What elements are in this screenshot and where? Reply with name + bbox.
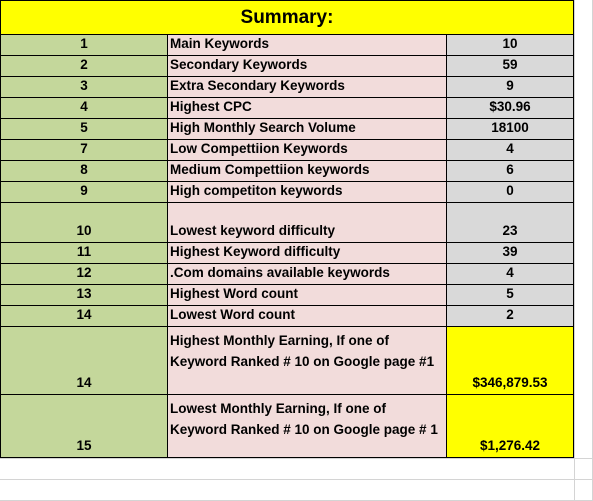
row-number-cell[interactable]: 10 <box>0 203 168 243</box>
value-cell-highlighted[interactable]: $346,879.53 <box>447 327 574 395</box>
table-row: 7 Low Compettiion Keywords 4 <box>0 140 574 161</box>
label-cell[interactable]: Secondary Keywords <box>168 56 447 77</box>
label-cell[interactable]: .Com domains available keywords <box>168 264 447 285</box>
row-number-cell[interactable]: 9 <box>0 182 168 203</box>
row-number-cell[interactable]: 12 <box>0 264 168 285</box>
row-number-cell[interactable]: 5 <box>0 119 168 140</box>
row-number-cell[interactable]: 14 <box>0 306 168 327</box>
row-number-cell[interactable]: 8 <box>0 161 168 182</box>
value-cell[interactable]: 5 <box>447 285 574 306</box>
gridline <box>574 0 575 501</box>
row-number-cell[interactable]: 15 <box>0 395 168 458</box>
summary-title[interactable]: Summary: <box>0 0 574 35</box>
value-cell[interactable]: 39 <box>447 243 574 264</box>
label-cell[interactable]: Lowest Monthly Earning, If one of Keywor… <box>168 395 447 458</box>
label-cell[interactable]: Low Compettiion Keywords <box>168 140 447 161</box>
table-row: 4 Highest CPC $30.96 <box>0 98 574 119</box>
table-row: 10 Lowest keyword difficulty 23 <box>0 203 574 243</box>
label-cell[interactable]: Highest CPC <box>168 98 447 119</box>
value-cell[interactable]: 2 <box>447 306 574 327</box>
value-cell[interactable]: 6 <box>447 161 574 182</box>
value-cell[interactable]: 59 <box>447 56 574 77</box>
row-number-cell[interactable]: 2 <box>0 56 168 77</box>
label-cell[interactable]: Main Keywords <box>168 35 447 56</box>
label-cell[interactable]: Highest Word count <box>168 285 447 306</box>
table-row: 13 Highest Word count 5 <box>0 285 574 306</box>
value-cell[interactable]: 4 <box>447 264 574 285</box>
table-row: 11 Highest Keyword difficulty 39 <box>0 243 574 264</box>
value-cell[interactable]: 4 <box>447 140 574 161</box>
table-row: 1 Main Keywords 10 <box>0 35 574 56</box>
row-number-cell[interactable]: 4 <box>0 98 168 119</box>
table-row: 15 Lowest Monthly Earning, If one of Key… <box>0 395 574 458</box>
gridline <box>0 479 593 480</box>
value-cell[interactable]: 10 <box>447 35 574 56</box>
table-row: 5 High Monthly Search Volume 18100 <box>0 119 574 140</box>
table-row: 9 High competiton keywords 0 <box>0 182 574 203</box>
label-cell[interactable]: Medium Compettiion keywords <box>168 161 447 182</box>
label-cell[interactable]: Extra Secondary Keywords <box>168 77 447 98</box>
label-cell[interactable]: High Monthly Search Volume <box>168 119 447 140</box>
table-row: 3 Extra Secondary Keywords 9 <box>0 77 574 98</box>
value-cell[interactable]: 0 <box>447 182 574 203</box>
value-cell[interactable]: 23 <box>447 203 574 243</box>
row-number-cell[interactable]: 3 <box>0 77 168 98</box>
value-cell[interactable]: 18100 <box>447 119 574 140</box>
label-cell[interactable]: High competiton keywords <box>168 182 447 203</box>
table-row: 14 Lowest Word count 2 <box>0 306 574 327</box>
table-row: 2 Secondary Keywords 59 <box>0 56 574 77</box>
gridline <box>0 458 593 459</box>
label-cell[interactable]: Lowest Word count <box>168 306 447 327</box>
label-cell[interactable]: Highest Monthly Earning, If one of Keywo… <box>168 327 447 395</box>
value-cell[interactable]: $30.96 <box>447 98 574 119</box>
label-cell[interactable]: Highest Keyword difficulty <box>168 243 447 264</box>
label-cell[interactable]: Lowest keyword difficulty <box>168 203 447 243</box>
table-row: 8 Medium Compettiion keywords 6 <box>0 161 574 182</box>
table-row: 12 .Com domains available keywords 4 <box>0 264 574 285</box>
row-number-cell[interactable]: 13 <box>0 285 168 306</box>
row-number-cell[interactable]: 7 <box>0 140 168 161</box>
table-row: 14 Highest Monthly Earning, If one of Ke… <box>0 327 574 395</box>
row-number-cell[interactable]: 1 <box>0 35 168 56</box>
row-number-cell[interactable]: 14 <box>0 327 168 395</box>
row-number-cell[interactable]: 11 <box>0 243 168 264</box>
value-cell-highlighted[interactable]: $1,276.42 <box>447 395 574 458</box>
value-cell[interactable]: 9 <box>447 77 574 98</box>
